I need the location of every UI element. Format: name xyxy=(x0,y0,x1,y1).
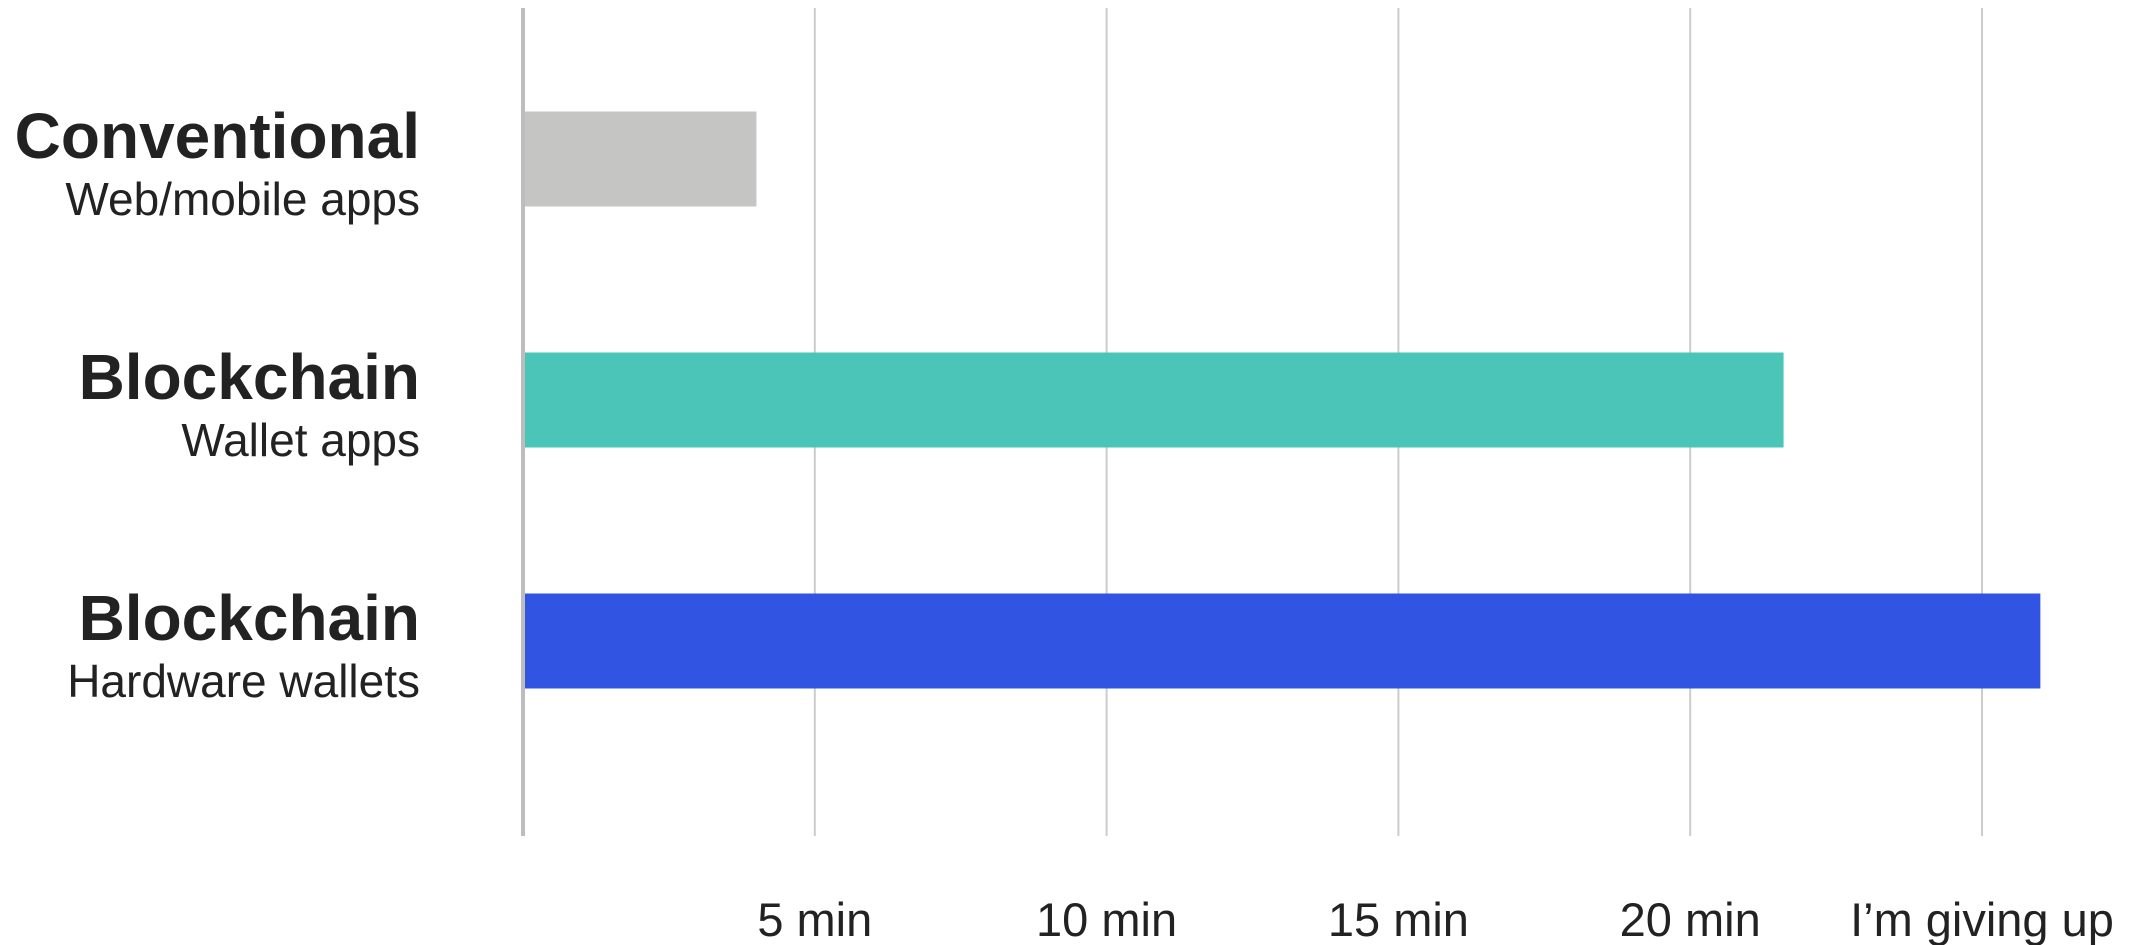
x-tick-label: 10 min xyxy=(1036,893,1177,945)
category-title: Blockchain xyxy=(79,341,420,413)
bar xyxy=(523,593,2041,689)
x-tick-label: 20 min xyxy=(1620,893,1761,945)
x-tick-label: 15 min xyxy=(1328,893,1469,945)
category-subtitle: Hardware wallets xyxy=(67,655,420,707)
category-subtitle: Web/mobile apps xyxy=(65,173,420,225)
x-tick-label: 5 min xyxy=(757,893,872,945)
category-title: Blockchain xyxy=(79,582,420,654)
category-title: Conventional xyxy=(15,100,420,172)
bar xyxy=(523,111,757,207)
category-subtitle: Wallet apps xyxy=(181,414,420,466)
bar xyxy=(523,352,1784,448)
bars xyxy=(523,111,2041,689)
x-tick-label: I’m giving up xyxy=(1850,893,2114,945)
x-tick-labels: 5 min 10 min 15 min 20 min I’m giving up xyxy=(757,893,2114,945)
